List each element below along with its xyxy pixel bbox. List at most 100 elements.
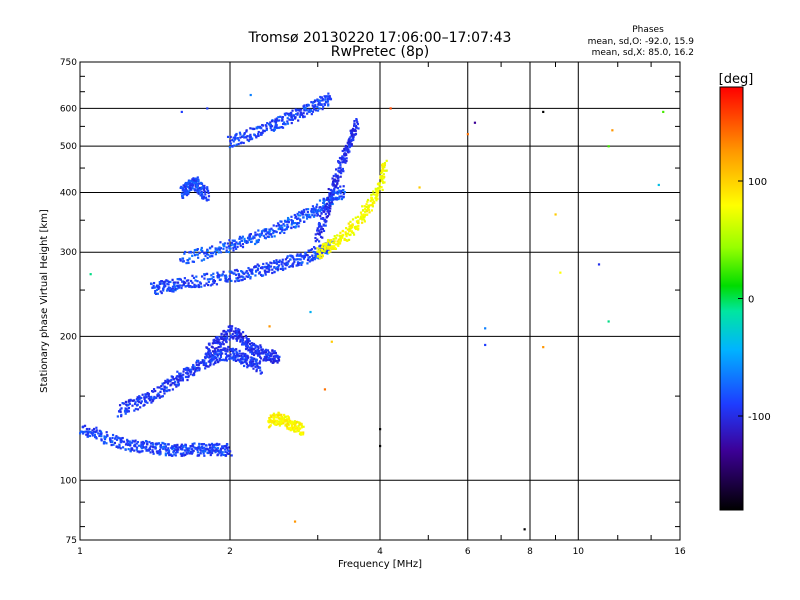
data-point: [254, 242, 257, 246]
data-point: [208, 350, 211, 353]
data-point: [484, 343, 487, 347]
data-point: [350, 230, 354, 233]
data-point: [324, 205, 327, 208]
data-point: [192, 368, 195, 371]
data-point: [250, 348, 253, 352]
data-point: [246, 366, 249, 369]
x-axis-label: Frequency [MHz]: [338, 559, 422, 570]
data-point: [292, 429, 296, 432]
data-point: [327, 251, 331, 254]
data-point: [385, 169, 388, 172]
data-point: [332, 245, 335, 248]
data-point: [357, 227, 360, 230]
data-point: [171, 278, 174, 281]
data-point: [242, 134, 245, 137]
data-point: [140, 450, 143, 453]
data-point: [339, 237, 342, 240]
data-point: [385, 159, 388, 162]
data-point: [321, 99, 324, 102]
data-point: [208, 449, 212, 452]
data-point: [259, 356, 262, 359]
data-point: [191, 185, 194, 188]
data-point: [303, 115, 306, 118]
data-point: [235, 143, 238, 146]
data-point: [257, 134, 260, 137]
data-point: [150, 401, 153, 404]
data-point: [277, 414, 280, 417]
data-point: [335, 168, 338, 171]
data-point: [280, 230, 283, 233]
data-point: [167, 283, 170, 286]
data-point: [301, 254, 304, 258]
data-point: [316, 238, 319, 241]
data-point: [234, 134, 237, 138]
data-point: [198, 281, 202, 284]
data-point: [219, 352, 222, 355]
data-point: [150, 282, 153, 286]
data-point: [295, 254, 298, 257]
data-point: [181, 257, 184, 260]
data-point: [338, 166, 341, 169]
x-tick-label: 1: [77, 547, 83, 557]
data-point: [188, 184, 192, 187]
data-point: [199, 452, 202, 455]
data-point: [179, 374, 182, 378]
data-point: [247, 266, 250, 270]
data-point: [98, 434, 101, 438]
data-point: [256, 263, 259, 266]
data-point: [250, 272, 253, 275]
data-point: [241, 235, 244, 238]
data-point: [140, 443, 143, 446]
data-point: [149, 442, 153, 445]
data-point: [274, 351, 277, 355]
data-point: [174, 285, 177, 288]
data-point: [337, 238, 340, 241]
data-point: [286, 223, 289, 226]
data-point: [205, 352, 208, 355]
data-point: [296, 222, 299, 225]
data-point: [224, 358, 228, 361]
data-point: [269, 123, 273, 127]
data-point: [165, 289, 169, 292]
data-point: [251, 237, 254, 240]
data-point: [341, 167, 344, 171]
data-point: [204, 193, 207, 196]
data-point: [359, 211, 363, 214]
data-point: [138, 395, 141, 398]
data-point: [169, 289, 172, 292]
data-point: [176, 446, 179, 449]
data-point: [211, 342, 214, 345]
data-point: [154, 396, 158, 399]
data-point: [323, 250, 326, 253]
data-point: [145, 396, 148, 399]
data-point: [273, 261, 276, 264]
data-point: [226, 329, 230, 332]
data-point: [236, 279, 239, 282]
data-point: [329, 196, 332, 199]
data-point: [301, 115, 305, 118]
data-point: [298, 218, 302, 221]
data-point: [187, 180, 190, 184]
data-point: [316, 255, 320, 258]
data-point: [363, 205, 366, 208]
data-point: [246, 135, 249, 138]
data-point: [195, 184, 199, 188]
data-point: [294, 225, 298, 228]
data-point: [292, 225, 296, 229]
data-point: [207, 360, 210, 363]
data-point: [341, 161, 344, 164]
data-point: [200, 445, 203, 448]
data-point: [289, 426, 292, 429]
data-point: [235, 350, 238, 353]
data-point: [205, 282, 208, 285]
data-point: [174, 281, 177, 284]
data-point: [243, 132, 246, 135]
data-point: [161, 387, 164, 391]
data-point: [331, 191, 334, 194]
data-point: [259, 273, 263, 277]
data-point: [218, 274, 221, 277]
data-point: [174, 451, 178, 454]
data-point: [200, 259, 203, 262]
data-point: [197, 454, 201, 457]
data-point: [380, 179, 383, 182]
